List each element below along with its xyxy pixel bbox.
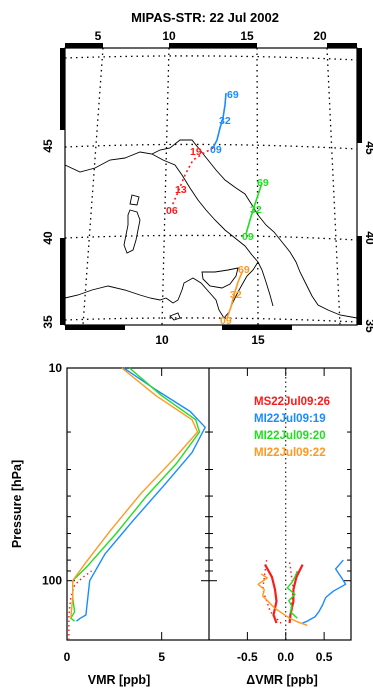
map-frame: [64, 47, 358, 326]
legend-entry: MI22Jul09:19: [254, 413, 326, 425]
profile-panels: 10 100 0 5 -0.5 0.0 0.5 Pressure [hPa] VMR [p…: [10, 361, 352, 687]
map-panel: 69 32 09 19 13 06 69 32 09 69 32 09 5 10…: [41, 29, 373, 347]
series-line-mi19: [76, 367, 206, 622]
series-line-mi19: [302, 559, 347, 624]
series-line-ms: [68, 570, 93, 640]
map-border-bars: [60, 43, 362, 330]
x-tick-label: 0: [64, 650, 71, 664]
lon-tick-top: 20: [313, 29, 327, 43]
track-label: 32: [250, 204, 262, 216]
series-line-ms: [264, 564, 278, 624]
graticule: [64, 47, 358, 326]
track-label: 69: [238, 264, 250, 276]
x-tick-label: 0.0: [277, 650, 294, 664]
track-label: 13: [175, 184, 187, 196]
x-tick-label: -0.5: [237, 650, 258, 664]
series-line-mi22: [257, 573, 308, 626]
track-label: 09: [210, 144, 222, 156]
track-mi19: [212, 92, 227, 149]
x-axis-label-right: ΔVMR [ppb]: [246, 673, 317, 687]
lon-tick-bottom: 10: [155, 333, 169, 347]
lon-tick-bottom: 15: [251, 333, 265, 347]
lat-tick-left: 40: [41, 231, 55, 245]
track-ms: [171, 147, 214, 207]
legend-entry: MI22Jul09:20: [254, 430, 326, 442]
lat-tick-right: 45: [363, 141, 373, 155]
track-label: 69: [227, 89, 239, 101]
lon-tick-top: 10: [162, 29, 176, 43]
track-label: 19: [190, 146, 202, 158]
track-annotations: 69 32 09 19 13 06 69 32 09 69 32 09: [166, 89, 269, 327]
lat-tick-left: 45: [41, 139, 55, 153]
y-tick-label: 100: [42, 574, 62, 588]
series-line-mi20: [70, 367, 201, 622]
lon-tick-top: 15: [240, 29, 254, 43]
lat-tick-left: 35: [41, 315, 55, 329]
track-label: 32: [219, 115, 231, 127]
map-title: MIPAS-STR: 22 Jul 2002: [131, 10, 279, 25]
tracks: [171, 92, 263, 319]
series-line-mi20: [286, 570, 298, 619]
legend-entry: MS22Jul09:26: [254, 396, 330, 408]
map-tick-labels: 5 10 15 20 10 15 35 40 45 35 40 45: [41, 29, 373, 347]
track-mi22: [226, 269, 244, 319]
coastlines: [64, 139, 358, 321]
track-label: 69: [257, 177, 269, 189]
legend: MS22Jul09:26 MI22Jul09:19 MI22Jul09:20 M…: [254, 396, 330, 459]
lat-tick-right: 35: [363, 319, 373, 333]
track-label: 32: [230, 289, 242, 301]
track-mi20: [245, 182, 263, 235]
lat-tick-right: 40: [363, 231, 373, 245]
series-line-mi22: [70, 367, 199, 619]
right-plot: -0.5 0.0 0.5: [209, 367, 351, 664]
track-label: 06: [166, 205, 178, 217]
x-axis-label-left: VMR [ppb]: [88, 673, 150, 687]
y-tick-label: 10: [49, 361, 63, 375]
x-tick-label: 0.5: [316, 650, 333, 664]
series-line-ms: [262, 560, 283, 625]
x-tick-label: 5: [158, 650, 165, 664]
lon-tick-top: 5: [95, 29, 102, 43]
track-label: 09: [242, 231, 254, 243]
legend-entry: MI22Jul09:22: [254, 447, 326, 459]
left-plot: 10 100 0 5: [42, 361, 209, 664]
track-label: 09: [220, 315, 232, 327]
y-axis-label: Pressure [hPa]: [10, 460, 24, 548]
